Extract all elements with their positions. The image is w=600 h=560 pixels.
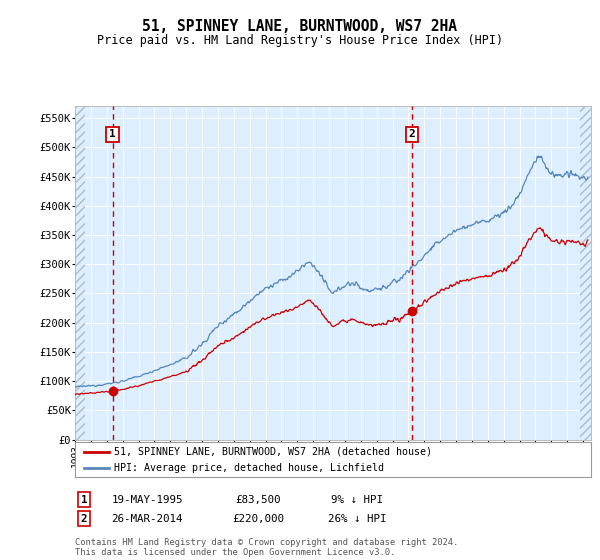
Bar [75,106,85,440]
Text: 1: 1 [109,129,116,139]
Text: 51, SPINNEY LANE, BURNTWOOD, WS7 2HA (detached house): 51, SPINNEY LANE, BURNTWOOD, WS7 2HA (de… [114,447,432,457]
Text: 1: 1 [81,494,87,505]
Bar [580,106,591,440]
Text: 2: 2 [81,514,87,524]
Text: Price paid vs. HM Land Registry's House Price Index (HPI): Price paid vs. HM Land Registry's House … [97,34,503,48]
Text: Contains HM Land Registry data © Crown copyright and database right 2024.
This d: Contains HM Land Registry data © Crown c… [75,538,458,557]
Text: 51, SPINNEY LANE, BURNTWOOD, WS7 2HA: 51, SPINNEY LANE, BURNTWOOD, WS7 2HA [143,20,458,34]
Text: £220,000: £220,000 [232,514,284,524]
Text: 2: 2 [409,129,415,139]
Text: 26-MAR-2014: 26-MAR-2014 [111,514,183,524]
Text: £83,500: £83,500 [235,494,281,505]
Text: 19-MAY-1995: 19-MAY-1995 [111,494,183,505]
Text: HPI: Average price, detached house, Lichfield: HPI: Average price, detached house, Lich… [114,463,384,473]
Text: 26% ↓ HPI: 26% ↓ HPI [328,514,386,524]
Text: 9% ↓ HPI: 9% ↓ HPI [331,494,383,505]
